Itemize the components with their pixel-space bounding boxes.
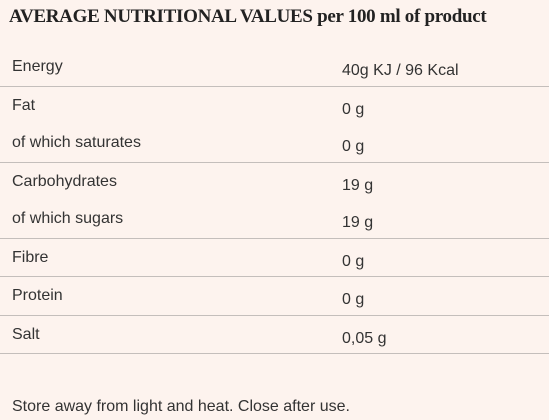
- row-label: Fat: [12, 96, 36, 114]
- row-value: 0,05 g: [342, 329, 387, 347]
- row-value: 0 g: [342, 291, 365, 308]
- row-label: Protein: [12, 287, 63, 304]
- nutrition-row-salt: Salt 0,05 g: [0, 316, 549, 354]
- row-value: 0 g: [342, 252, 365, 270]
- row-label: of which sugars: [12, 210, 124, 227]
- row-value: 19 g: [342, 214, 374, 231]
- nutrition-row-fat: Fat 0 g: [0, 87, 549, 125]
- row-value: 0 g: [342, 100, 365, 118]
- nutrition-table: Energy 40g KJ / 96 Kcal Fat 0 g of which…: [0, 48, 549, 354]
- row-value: 19 g: [342, 176, 374, 194]
- row-label: Salt: [12, 325, 40, 343]
- row-label: Carbohydrates: [12, 172, 117, 190]
- nutrition-row-saturates: of which saturates 0 g: [0, 124, 549, 163]
- nutrition-heading: AVERAGE NUTRITIONAL VALUES per 100 ml of…: [9, 6, 487, 27]
- nutrition-row-carbohydrates: Carbohydrates 19 g: [0, 163, 549, 201]
- nutrition-row-sugars: of which sugars 19 g: [0, 200, 549, 239]
- row-label: Energy: [12, 58, 63, 75]
- row-label: of which saturates: [12, 134, 141, 151]
- storage-note: Store away from light and heat. Close af…: [12, 398, 350, 415]
- nutrition-row-energy: Energy 40g KJ / 96 Kcal: [0, 48, 549, 87]
- nutrition-row-protein: Protein 0 g: [0, 277, 549, 316]
- row-label: Fibre: [12, 248, 49, 266]
- row-value: 0 g: [342, 138, 365, 155]
- nutrition-row-fibre: Fibre 0 g: [0, 239, 549, 277]
- row-value: 40g KJ / 96 Kcal: [342, 62, 459, 79]
